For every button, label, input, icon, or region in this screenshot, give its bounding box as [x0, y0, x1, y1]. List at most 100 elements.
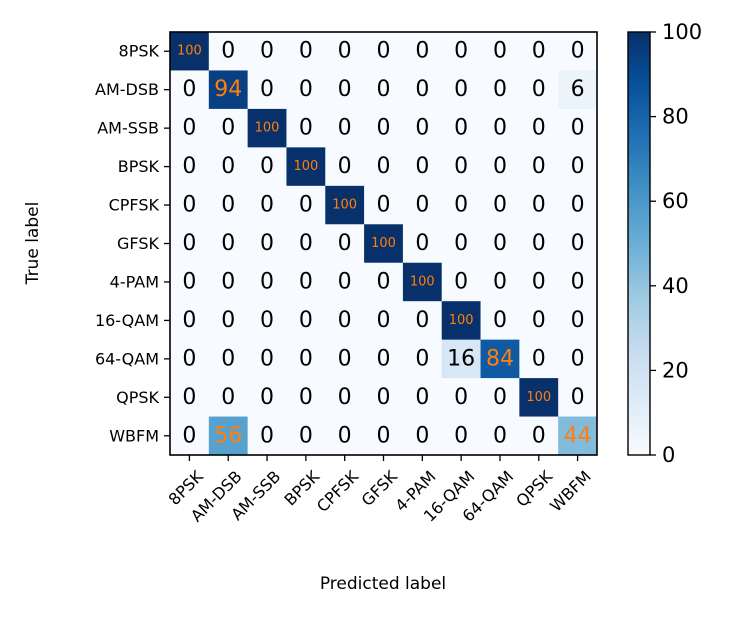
heatmap-cell — [519, 185, 559, 225]
cell-value-label: 56 — [214, 423, 242, 448]
heatmap-cell — [402, 416, 443, 456]
heatmap-cell — [247, 32, 287, 71]
cell-value-label: 0 — [454, 269, 468, 294]
cell-value-label: 0 — [493, 193, 507, 218]
cell-value-label: 100 — [255, 121, 280, 136]
heatmap-cell — [364, 32, 404, 71]
heatmap-cell — [558, 262, 598, 302]
heatmap-cell — [170, 262, 210, 302]
cell-value-label: 0 — [338, 39, 352, 64]
heatmap-cell — [247, 147, 287, 187]
cell-value-label: 0 — [532, 423, 546, 448]
cell-value-label: 16 — [447, 346, 475, 371]
cell-value-label: 0 — [377, 77, 391, 102]
cell-value-label: 0 — [299, 193, 313, 218]
cell-value-label: 0 — [532, 193, 546, 218]
heatmap-cell — [325, 147, 365, 187]
cell-value-label: 0 — [260, 423, 274, 448]
cell-value-label: 0 — [493, 77, 507, 102]
heatmap-cell — [480, 224, 520, 264]
cell-value-label: 0 — [571, 154, 585, 179]
heatmap-cell — [519, 262, 559, 302]
heatmap-cell — [480, 262, 520, 302]
heatmap-cell — [170, 147, 210, 187]
cell-value-label: 0 — [493, 269, 507, 294]
cell-value-label: 0 — [299, 423, 313, 448]
cell-value-label: 0 — [415, 231, 429, 256]
heatmap-cell — [558, 185, 598, 225]
y-tick-label: WBFM — [109, 426, 159, 445]
cell-value-label: 0 — [182, 308, 196, 333]
x-tick-label: WBFM — [546, 467, 595, 516]
heatmap-cell — [364, 301, 404, 341]
heatmap-cell — [208, 224, 249, 264]
cell-value-label: 0 — [377, 116, 391, 141]
cell-value-label: 0 — [571, 269, 585, 294]
cell-value-label: 0 — [493, 231, 507, 256]
cell-value-label: 0 — [260, 154, 274, 179]
heatmap-cell — [170, 224, 210, 264]
cell-value-label: 0 — [182, 154, 196, 179]
heatmap-cell — [325, 262, 365, 302]
cell-value-label: 0 — [260, 193, 274, 218]
heatmap-cell — [364, 339, 404, 379]
heatmap-cell — [364, 185, 404, 225]
heatmap-cell — [364, 108, 404, 148]
cell-value-label: 0 — [299, 308, 313, 333]
heatmap-cell — [441, 416, 482, 456]
y-axis: 8PSK AM-DSB AM-SSB BPSK CPFSK GFSK 4-PAM 16-QAM… — [95, 42, 170, 445]
cell-value-label: 0 — [571, 39, 585, 64]
colorbar-tick-label: 0 — [662, 443, 675, 467]
cell-value-label: 6 — [571, 77, 585, 102]
heatmap-cell — [558, 301, 598, 341]
cell-value-label: 0 — [221, 193, 235, 218]
heatmap-cell — [364, 416, 404, 456]
cell-value-label: 0 — [415, 346, 429, 371]
cell-value-label: 0 — [571, 116, 585, 141]
cell-value-label: 0 — [571, 308, 585, 333]
heatmap-cell — [170, 378, 210, 418]
heatmap-cell — [441, 339, 482, 379]
heatmap-cell — [247, 224, 287, 264]
cell-value-label: 84 — [486, 346, 514, 371]
cell-value-label: 0 — [532, 269, 546, 294]
cell-value-label: 0 — [221, 346, 235, 371]
cell-value-label: 0 — [454, 385, 468, 410]
cell-value-label: 0 — [415, 116, 429, 141]
cell-value-label: 0 — [532, 308, 546, 333]
cell-value-label: 0 — [571, 385, 585, 410]
heatmap-cell — [519, 224, 559, 264]
heatmap-cell — [208, 378, 249, 418]
heatmap-cell — [519, 301, 559, 341]
cell-value-label: 0 — [260, 385, 274, 410]
heatmap-cell — [170, 185, 210, 225]
heatmap-cell — [247, 108, 287, 148]
heatmap-cell — [558, 224, 598, 264]
cell-value-label: 0 — [299, 346, 313, 371]
heatmap-cell — [286, 224, 326, 264]
cell-value-label: 0 — [377, 154, 391, 179]
cell-value-label: 100 — [449, 313, 474, 328]
cell-value-label: 0 — [182, 269, 196, 294]
heatmap-cell — [402, 262, 443, 302]
heatmap-cell — [247, 70, 287, 110]
heatmap-cell — [441, 32, 482, 71]
heatmap-cell — [286, 262, 326, 302]
heatmap-cell — [247, 301, 287, 341]
cell-value-label: 0 — [299, 385, 313, 410]
heatmap-cell — [402, 339, 443, 379]
cell-value-label: 0 — [532, 39, 546, 64]
cell-value-label: 0 — [221, 308, 235, 333]
cell-value-label: 0 — [415, 154, 429, 179]
heatmap-cell — [208, 147, 249, 187]
cell-value-label: 0 — [415, 193, 429, 218]
heatmap-cell — [480, 339, 520, 379]
heatmap-cell — [558, 339, 598, 379]
heatmap-cell — [402, 185, 443, 225]
heatmap-cell — [480, 378, 520, 418]
heatmap-cell — [480, 108, 520, 148]
y-tick-label: 4-PAM — [110, 272, 159, 291]
cell-value-label: 0 — [338, 77, 352, 102]
heatmap-cell — [519, 70, 559, 110]
cell-value-label: 100 — [177, 44, 202, 59]
